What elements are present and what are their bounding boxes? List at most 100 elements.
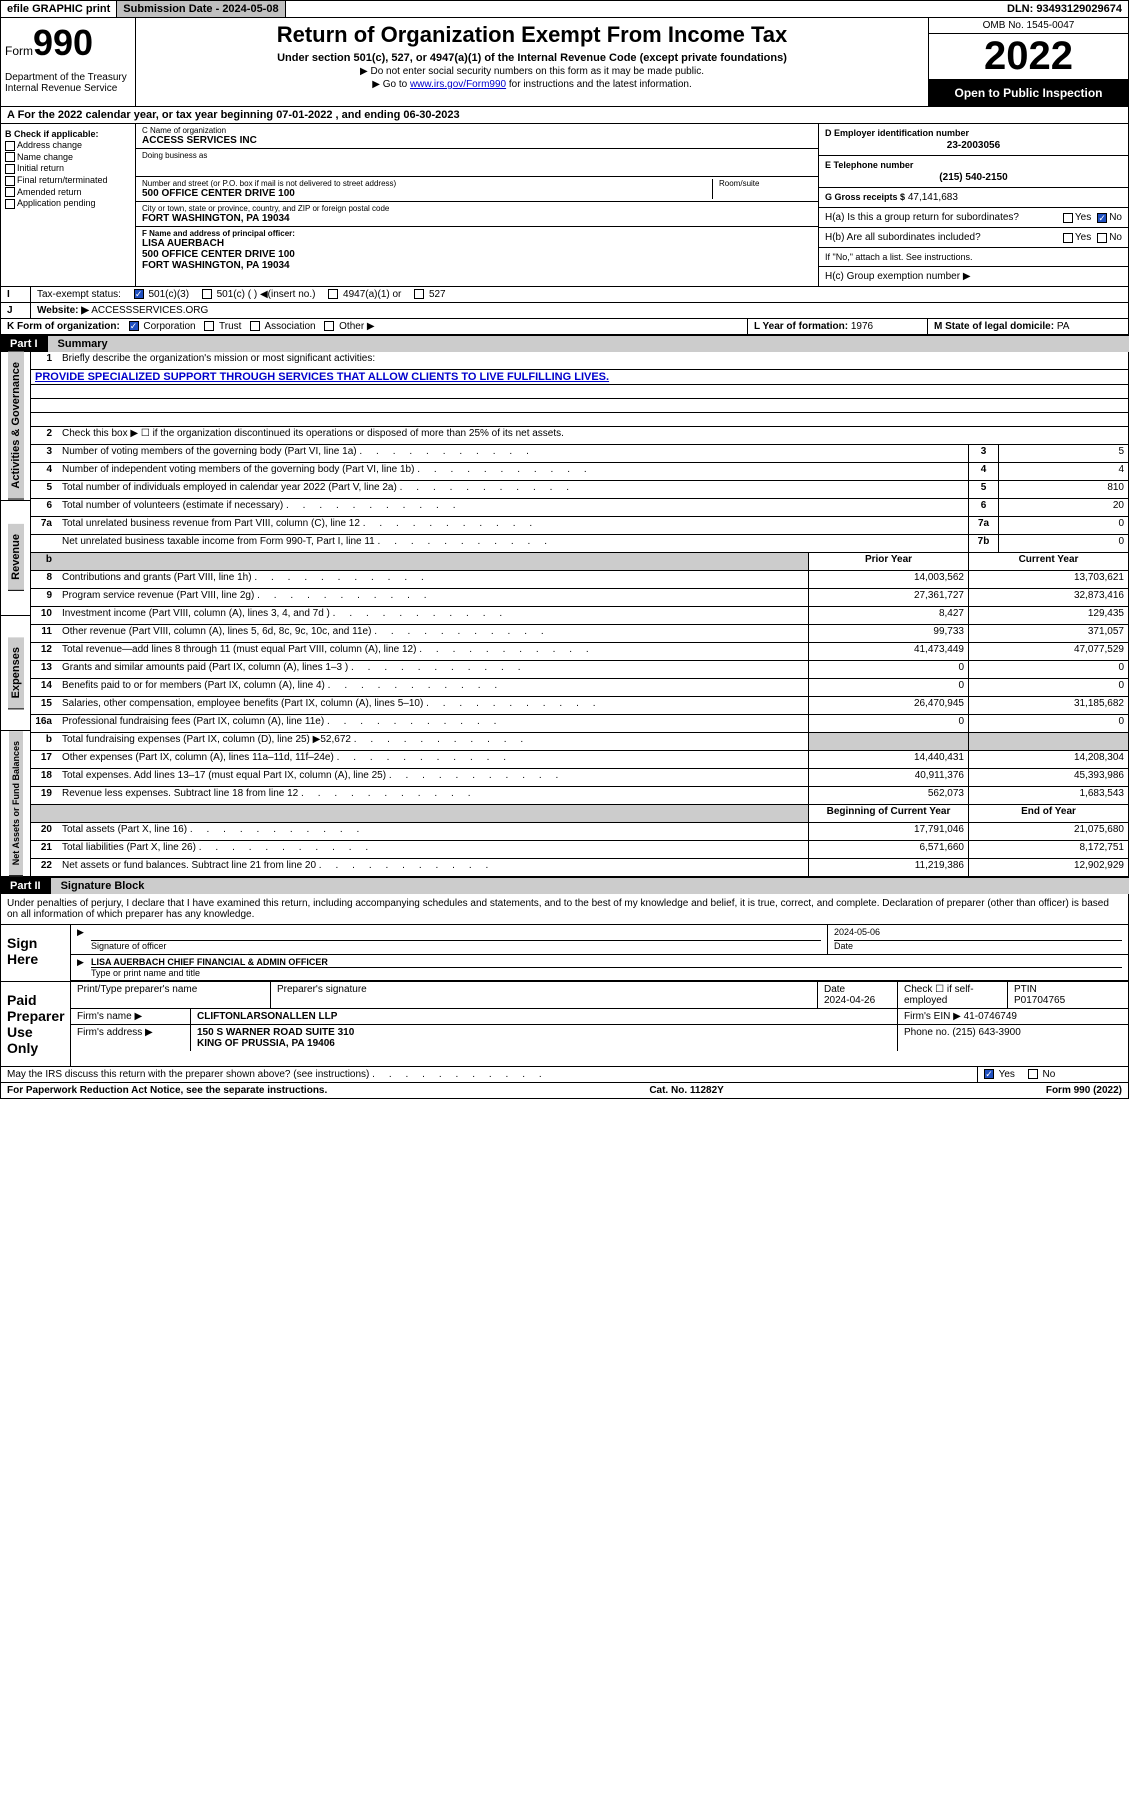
sign-here-label: Sign Here xyxy=(1,925,71,981)
city-label: City or town, state or province, country… xyxy=(142,204,812,213)
room-label: Room/suite xyxy=(719,179,812,188)
firm-addr-label: Firm's address ▶ xyxy=(71,1025,191,1051)
discuss-yes[interactable] xyxy=(984,1069,994,1079)
tax-year: 2022 xyxy=(929,34,1128,80)
ha-yes[interactable] xyxy=(1063,213,1073,223)
dln: DLN: 93493129029674 xyxy=(1001,1,1128,17)
cb-527[interactable] xyxy=(414,289,424,299)
cb-501c3[interactable] xyxy=(134,289,144,299)
firm-phone-label: Phone no. xyxy=(904,1027,950,1038)
summary-row: 5 Total number of individuals employed i… xyxy=(31,481,1128,499)
gross-receipts: 47,141,683 xyxy=(908,192,958,203)
paid-preparer-label: Paid Preparer Use Only xyxy=(1,982,71,1066)
org-address: 500 OFFICE CENTER DRIVE 100 xyxy=(142,188,712,199)
part-1-header: Part I Summary xyxy=(0,335,1129,352)
addr-label: Number and street (or P.O. box if mail i… xyxy=(142,179,712,188)
instr-2-post: for instructions and the latest informat… xyxy=(506,79,692,90)
ha-label: H(a) Is this a group return for subordin… xyxy=(825,212,1063,223)
header-right: OMB No. 1545-0047 2022 Open to Public In… xyxy=(928,18,1128,106)
ein: 23-2003056 xyxy=(825,140,1122,151)
efile-label: efile GRAPHIC print xyxy=(1,1,117,17)
cb-address-change[interactable]: Address change xyxy=(5,140,131,151)
page-footer: For Paperwork Reduction Act Notice, see … xyxy=(0,1083,1129,1099)
ha-no[interactable] xyxy=(1097,213,1107,223)
cb-final-return[interactable]: Final return/terminated xyxy=(5,175,131,186)
instr-2: ▶ Go to www.irs.gov/Form990 for instruct… xyxy=(144,79,920,90)
website-label: Website: ▶ xyxy=(37,305,89,316)
col-b: B Check if applicable: Address change Na… xyxy=(1,124,136,286)
part-1-num: Part I xyxy=(0,336,48,352)
cb-corp[interactable] xyxy=(129,321,139,331)
cb-other[interactable] xyxy=(324,321,334,331)
cb-trust[interactable] xyxy=(204,321,214,331)
phone-label: E Telephone number xyxy=(825,160,1122,170)
check-self-employed[interactable]: Check ☐ if self-employed xyxy=(898,982,1008,1008)
top-bar: efile GRAPHIC print Submission Date - 20… xyxy=(0,0,1129,18)
cb-initial-return[interactable]: Initial return xyxy=(5,163,131,174)
tab-revenue: Revenue xyxy=(8,524,24,591)
summary-row: Net unrelated business taxable income fr… xyxy=(31,535,1128,553)
main-block: B Check if applicable: Address change Na… xyxy=(0,124,1129,287)
form-title: Return of Organization Exempt From Incom… xyxy=(144,22,920,48)
year-formation: 1976 xyxy=(851,321,873,332)
org-city: FORT WASHINGTON, PA 19034 xyxy=(142,213,812,224)
tax-status-label: Tax-exempt status: xyxy=(37,289,121,300)
ptin: P01704765 xyxy=(1014,995,1065,1006)
summary-row: 11 Other revenue (Part VIII, column (A),… xyxy=(31,625,1128,643)
cb-501c[interactable] xyxy=(202,289,212,299)
summary-tabs: Activities & Governance Revenue Expenses… xyxy=(1,352,31,877)
hc-label: H(c) Group exemption number ▶ xyxy=(818,267,1128,286)
tab-expenses: Expenses xyxy=(8,637,24,709)
cb-name-change[interactable]: Name change xyxy=(5,152,131,163)
hb-yes[interactable] xyxy=(1063,233,1073,243)
cb-pending[interactable]: Application pending xyxy=(5,198,131,209)
footer-mid: Cat. No. 11282Y xyxy=(649,1085,723,1096)
summary-row: 15 Salaries, other compensation, employe… xyxy=(31,697,1128,715)
instr-2-pre: ▶ Go to xyxy=(372,79,410,90)
ein-label: D Employer identification number xyxy=(825,128,1122,138)
ptin-label: PTIN xyxy=(1014,984,1037,995)
summary-row: 17 Other expenses (Part IX, column (A), … xyxy=(31,751,1128,769)
header-left: Form 990 Department of the Treasury Inte… xyxy=(1,18,136,106)
tab-net-assets: Net Assets or Fund Balances xyxy=(9,731,23,876)
summary-row: 9 Program service revenue (Part VIII, li… xyxy=(31,589,1128,607)
discuss-no[interactable] xyxy=(1028,1069,1038,1079)
irs-link[interactable]: www.irs.gov/Form990 xyxy=(410,79,506,90)
cb-amended[interactable]: Amended return xyxy=(5,187,131,198)
q1-label: Briefly describe the organization's miss… xyxy=(56,352,1128,369)
officer-name-title: LISA AUERBACH CHIEF FINANCIAL & ADMIN OF… xyxy=(91,957,1122,968)
cb-assoc[interactable] xyxy=(250,321,260,331)
blank-line-1 xyxy=(31,385,1128,399)
part-2-title: Signature Block xyxy=(51,878,1129,894)
part-2-num: Part II xyxy=(0,878,51,894)
summary-row: 4 Number of independent voting members o… xyxy=(31,463,1128,481)
summary-row: 22 Net assets or fund balances. Subtract… xyxy=(31,859,1128,877)
row-klm: K Form of organization: Corporation Trus… xyxy=(0,319,1129,335)
firm-name: CLIFTONLARSONALLEN LLP xyxy=(191,1009,898,1024)
hb-no[interactable] xyxy=(1097,233,1107,243)
sig-declaration: Under penalties of perjury, I declare th… xyxy=(0,894,1129,925)
row-j: J Website: ▶ ACCESSSERVICES.ORG xyxy=(0,303,1129,319)
dba-label: Doing business as xyxy=(142,151,812,160)
state-domicile: PA xyxy=(1057,321,1070,332)
cb-4947[interactable] xyxy=(328,289,338,299)
paid-preparer-block: Paid Preparer Use Only Print/Type prepar… xyxy=(0,982,1129,1067)
discuss-row: May the IRS discuss this return with the… xyxy=(0,1067,1129,1083)
sig-date: 2024-05-06 xyxy=(834,927,1122,941)
col-mid: C Name of organization ACCESS SERVICES I… xyxy=(136,124,818,286)
omb-number: OMB No. 1545-0047 xyxy=(929,18,1128,34)
firm-ein-label: Firm's EIN ▶ xyxy=(904,1011,961,1022)
arrow-icon: ▶ xyxy=(71,925,85,954)
officer-label: F Name and address of principal officer: xyxy=(142,229,812,238)
q2-label: Check this box ▶ ☐ if the organization d… xyxy=(56,427,1128,444)
part-2-header: Part II Signature Block xyxy=(0,877,1129,894)
summary-row: 20 Total assets (Part X, line 16) 17,791… xyxy=(31,823,1128,841)
firm-addr1: 150 S WARNER ROAD SUITE 310 xyxy=(197,1027,354,1038)
form-header: Form 990 Department of the Treasury Inte… xyxy=(0,18,1129,107)
summary-row: b Total fundraising expenses (Part IX, c… xyxy=(31,733,1128,751)
firm-phone: (215) 643-3900 xyxy=(952,1027,1020,1038)
summary-row: 3 Number of voting members of the govern… xyxy=(31,445,1128,463)
beg-year-hdr: Beginning of Current Year xyxy=(808,805,968,822)
summary-section: Activities & Governance Revenue Expenses… xyxy=(0,352,1129,877)
hb-note: If "No," attach a list. See instructions… xyxy=(818,248,1128,267)
